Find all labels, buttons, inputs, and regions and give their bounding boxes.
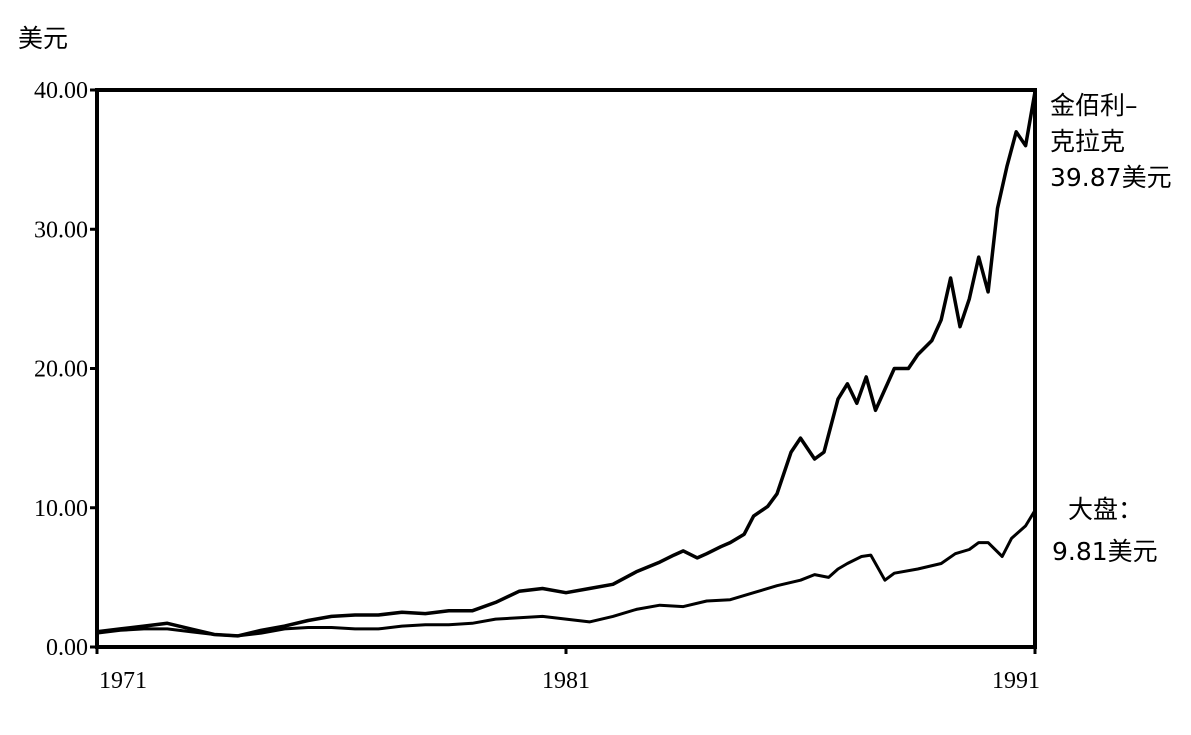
series-label-line: 金佰利– (1050, 91, 1138, 120)
series-line-1 (96, 509, 1037, 638)
y-tick-label: 30.00 (34, 217, 88, 243)
series-label-line: 大盘： (1068, 495, 1143, 524)
x-tick-label: 1971 (99, 668, 147, 694)
y-tick-label: 40.00 (34, 78, 88, 104)
x-tick-label: 1991 (992, 668, 1040, 694)
series-line-0 (96, 91, 1037, 638)
y-axis-unit: 美元 (18, 24, 68, 53)
y-tick-label: 20.00 (34, 357, 88, 383)
series-label-line: 39.87美元 (1050, 163, 1172, 192)
series-label-line: 克拉克 (1050, 127, 1125, 156)
series-lines (96, 91, 1037, 638)
y-axis-ticks: 0.00 10.00 20.00 30.00 40.00 (34, 78, 97, 661)
x-axis-ticks: 1971 1981 1991 (95, 647, 1040, 694)
y-tick-label: 0.00 (46, 635, 88, 661)
x-tick-label: 1981 (542, 668, 590, 694)
series-label-line: 9.81美元 (1052, 537, 1158, 566)
y-tick-label: 10.00 (34, 496, 88, 522)
